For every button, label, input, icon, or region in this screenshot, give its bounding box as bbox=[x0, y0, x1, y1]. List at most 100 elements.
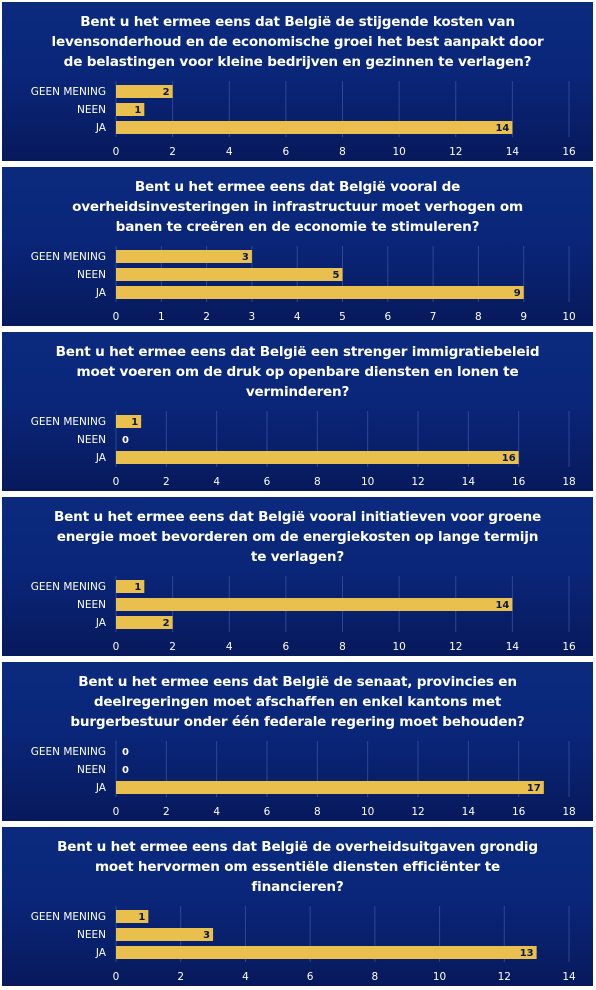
category-label: GEEN MENING bbox=[31, 86, 106, 98]
bar bbox=[116, 85, 173, 98]
x-tick-label: 6 bbox=[264, 806, 271, 818]
x-tick-label: 4 bbox=[226, 146, 233, 158]
x-tick-label: 8 bbox=[475, 311, 482, 323]
chart-title-line: overheidsinvesteringen in infrastructuur… bbox=[72, 199, 523, 215]
bar-value-label: 1 bbox=[138, 912, 145, 923]
x-tick-label: 0 bbox=[113, 806, 120, 818]
x-tick-label: 4 bbox=[213, 806, 220, 818]
bar bbox=[116, 286, 524, 299]
category-label: JA bbox=[95, 617, 107, 629]
x-tick-label: 12 bbox=[411, 806, 424, 818]
chart-panel: Bent u het ermee eens dat België een str… bbox=[2, 332, 593, 491]
chart-title-line: moet hervormen om essentiële diensten ef… bbox=[94, 859, 501, 875]
bar bbox=[116, 451, 519, 464]
chart-title-line: de belastingen voor kleine bedrijven en … bbox=[63, 54, 532, 70]
chart-title-line: levensonderhoud en de economische groei … bbox=[51, 34, 544, 50]
category-label: GEEN MENING bbox=[31, 581, 106, 593]
chart-title-line: Bent u het ermee eens dat België de over… bbox=[57, 839, 538, 855]
category-label: NEEN bbox=[77, 269, 106, 281]
chart-title-line: financieren? bbox=[251, 879, 344, 895]
category-label: NEEN bbox=[77, 434, 106, 446]
x-tick-label: 12 bbox=[498, 971, 511, 983]
chart-panel: Bent u het ermee eens dat België vooral … bbox=[2, 497, 593, 656]
x-tick-label: 2 bbox=[163, 806, 170, 818]
bar-value-label: 3 bbox=[203, 930, 210, 941]
x-tick-label: 6 bbox=[384, 311, 391, 323]
x-tick-label: 8 bbox=[339, 641, 346, 653]
bar bbox=[116, 268, 343, 281]
chart-panel: Bent u het ermee eens dat België de over… bbox=[2, 827, 593, 986]
x-tick-label: 2 bbox=[163, 476, 170, 488]
chart-title: Bent u het ermee eens dat België de sena… bbox=[2, 672, 593, 732]
bar bbox=[116, 946, 537, 959]
chart-title-line: burgerbestuur onder één federale regerin… bbox=[70, 714, 525, 730]
bar-chart: 0 2 4 6 8 10 12 14 GEEN MENING 1 NEEN 3 JA 13 bbox=[31, 906, 576, 983]
category-label: JA bbox=[95, 122, 107, 134]
category-label: NEEN bbox=[77, 764, 106, 776]
bar bbox=[116, 598, 513, 611]
bar-value-label: 1 bbox=[134, 105, 141, 116]
x-tick-label: 14 bbox=[562, 971, 576, 983]
chart-title-line: banen te creëren en de economie te stimu… bbox=[115, 219, 480, 235]
x-tick-label: 3 bbox=[249, 311, 256, 323]
x-tick-label: 8 bbox=[372, 971, 379, 983]
bar bbox=[116, 910, 149, 923]
x-tick-label: 8 bbox=[339, 146, 346, 158]
x-tick-label: 2 bbox=[203, 311, 210, 323]
chart-title-line: te verlagen? bbox=[250, 549, 345, 565]
bar bbox=[116, 928, 214, 941]
chart-title-line: Bent u het ermee eens dat België vooral … bbox=[134, 179, 461, 195]
x-tick-label: 14 bbox=[462, 806, 476, 818]
bar-value-label: 3 bbox=[242, 252, 249, 263]
bar-value-label: 5 bbox=[333, 270, 340, 281]
category-label: NEEN bbox=[77, 599, 106, 611]
chart-title-line: verminderen? bbox=[245, 384, 350, 400]
bar-value-label: 0 bbox=[122, 765, 129, 776]
x-tick-label: 0 bbox=[113, 476, 120, 488]
x-tick-label: 12 bbox=[449, 641, 462, 653]
x-tick-label: 0 bbox=[113, 971, 120, 983]
chart-title-line: Bent u het ermee eens dat België de stij… bbox=[80, 14, 515, 30]
x-tick-label: 2 bbox=[169, 641, 176, 653]
bar-value-label: 14 bbox=[495, 600, 509, 611]
chart-title: Bent u het ermee eens dat België vooral … bbox=[2, 177, 593, 237]
chart-title: Bent u het ermee eens dat België vooral … bbox=[2, 507, 593, 567]
x-tick-label: 6 bbox=[307, 971, 314, 983]
bar-value-label: 16 bbox=[502, 453, 516, 464]
chart-title-line: energie moet bevorderen om de energiekos… bbox=[56, 529, 539, 545]
x-tick-label: 6 bbox=[264, 476, 271, 488]
bar-chart: 0 2 4 6 8 10 12 14 16 GEEN MENING 2 NEEN 1 JA 14 bbox=[31, 81, 576, 158]
category-label: JA bbox=[95, 287, 107, 299]
bar bbox=[116, 781, 544, 794]
x-tick-label: 6 bbox=[283, 146, 290, 158]
x-tick-label: 14 bbox=[506, 641, 520, 653]
category-label: GEEN MENING bbox=[31, 251, 106, 263]
x-tick-label: 4 bbox=[226, 641, 233, 653]
chart-panel: Bent u het ermee eens dat België de stij… bbox=[2, 2, 593, 161]
bar-value-label: 1 bbox=[131, 417, 138, 428]
category-label: JA bbox=[95, 947, 107, 959]
x-tick-label: 10 bbox=[562, 311, 575, 323]
category-label: NEEN bbox=[77, 929, 106, 941]
x-tick-label: 18 bbox=[562, 806, 575, 818]
x-tick-label: 10 bbox=[392, 641, 405, 653]
chart-title: Bent u het ermee eens dat België een str… bbox=[2, 342, 593, 402]
x-tick-label: 8 bbox=[314, 476, 321, 488]
x-tick-label: 16 bbox=[512, 476, 526, 488]
x-tick-label: 18 bbox=[562, 476, 575, 488]
bar-value-label: 0 bbox=[122, 435, 129, 446]
x-tick-label: 1 bbox=[158, 311, 165, 323]
bar-value-label: 0 bbox=[122, 747, 129, 758]
chart-title-line: deelregeringen moet afschaffen en enkel … bbox=[93, 694, 502, 710]
chart-title-line: Bent u het ermee eens dat België een str… bbox=[55, 344, 540, 360]
bar-value-label: 17 bbox=[527, 783, 541, 794]
x-tick-label: 6 bbox=[283, 641, 290, 653]
chart-panel: Bent u het ermee eens dat België vooral … bbox=[2, 167, 593, 326]
x-tick-label: 4 bbox=[213, 476, 220, 488]
category-label: JA bbox=[95, 782, 107, 794]
category-label: NEEN bbox=[77, 104, 106, 116]
chart-title-line: Bent u het ermee eens dat België de sena… bbox=[78, 674, 517, 690]
x-tick-label: 10 bbox=[392, 146, 405, 158]
bar-value-label: 1 bbox=[134, 582, 141, 593]
x-tick-label: 4 bbox=[242, 971, 249, 983]
